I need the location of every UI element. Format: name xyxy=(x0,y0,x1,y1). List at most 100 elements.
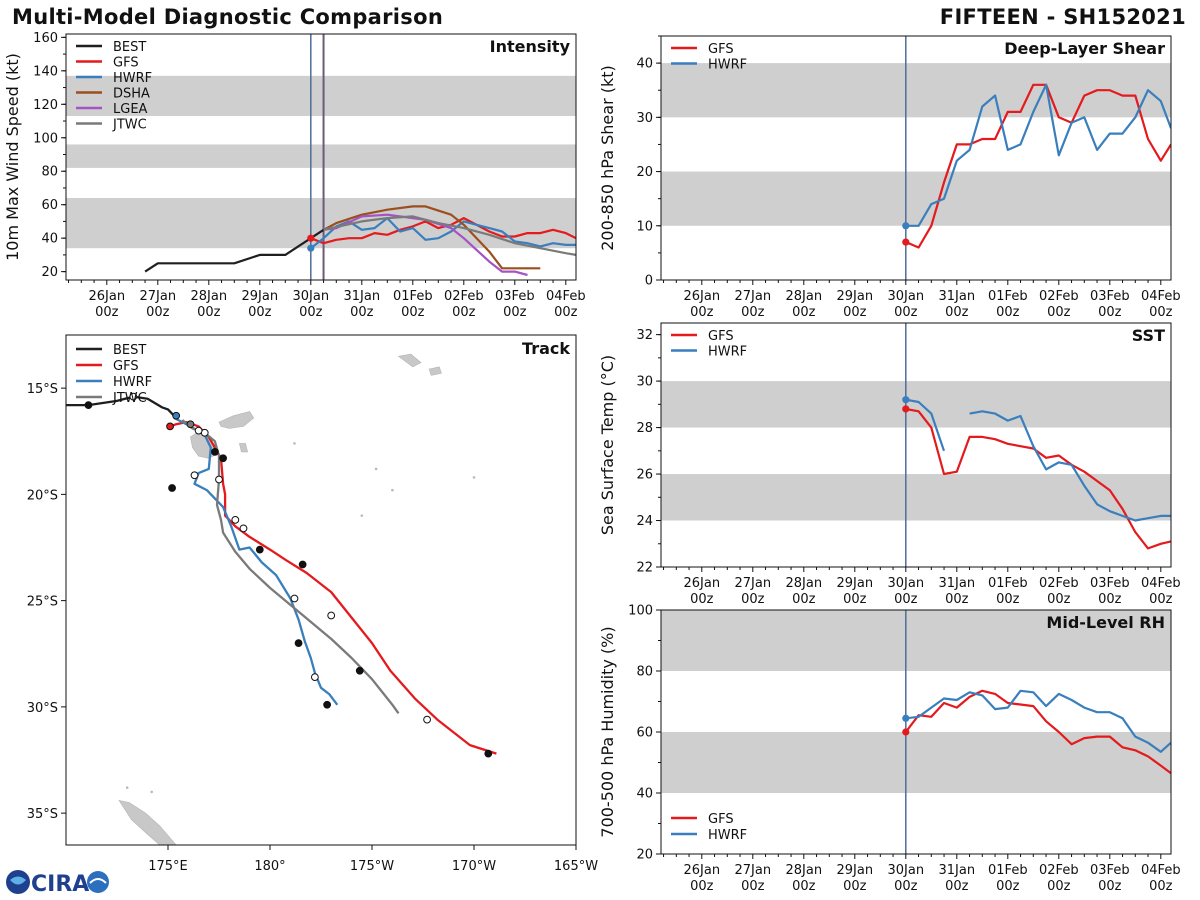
x-tick-label-date: 04Feb xyxy=(1141,576,1181,591)
track-point-hwrf xyxy=(323,700,332,709)
shaded-band-1 xyxy=(661,610,1171,671)
x-tick-label-hour: 00z xyxy=(146,305,170,320)
series-line-hwrf xyxy=(905,83,1171,227)
series-group xyxy=(905,83,1171,249)
y-tick-label: 24 xyxy=(636,514,653,529)
islet-5 xyxy=(150,790,153,794)
x-tick-label-hour: 00z xyxy=(843,305,867,320)
legend-label-gfs: GFS xyxy=(708,329,734,344)
x-tick-label-hour: 00z xyxy=(1149,592,1173,607)
x-tick-label-date: 30Jan xyxy=(888,576,925,591)
y-tick-label: 140 xyxy=(33,64,58,79)
init-point-hwrf xyxy=(902,396,910,404)
x-tick-label-date: 02Feb xyxy=(1039,576,1079,591)
panel-title: SST xyxy=(1132,326,1165,345)
y-tick-label: 80 xyxy=(636,665,653,680)
x-tick-label-date: 01Feb xyxy=(988,289,1028,304)
series-group xyxy=(905,398,1171,550)
legend-label-best: BEST xyxy=(113,40,146,55)
y-tick-label: 30 xyxy=(636,111,653,126)
x-tick-label-date: 29Jan xyxy=(242,289,279,304)
storm-id-title: FIFTEEN - SH152021 xyxy=(939,5,1186,29)
track-line-hwrf xyxy=(173,416,339,706)
lat-tick-label: 35°S xyxy=(27,807,58,822)
series-line-gfs xyxy=(904,689,1171,775)
x-tick-label-date: 30Jan xyxy=(888,289,925,304)
islet-2 xyxy=(472,476,476,479)
legend-label-hwrf: HWRF xyxy=(113,71,152,86)
y-tick-label: 40 xyxy=(636,787,653,802)
y-tick-label: 10 xyxy=(636,219,653,234)
lon-tick-label: 165°W xyxy=(554,859,598,874)
x-tick-label-hour: 00z xyxy=(248,305,272,320)
track-point-hwrf xyxy=(239,524,248,533)
shaded-band-1 xyxy=(66,144,576,168)
legend-label-jtwc: JTWC xyxy=(112,391,147,406)
y-tick-label: 26 xyxy=(636,468,653,483)
x-tick-label-hour: 00z xyxy=(197,305,221,320)
x-tick-label-hour: 00z xyxy=(792,305,816,320)
land-samoa xyxy=(397,353,422,368)
x-tick-label-date: 04Feb xyxy=(1141,289,1181,304)
x-tick-label-hour: 00z xyxy=(996,879,1020,894)
track-point-hwrf xyxy=(310,673,319,682)
land-samoa-2 xyxy=(428,366,442,376)
track-point-gfs xyxy=(423,715,431,724)
x-tick-label-date: 27Jan xyxy=(735,289,772,304)
plot-frame xyxy=(65,33,577,281)
islet-6 xyxy=(125,786,129,789)
x-tick-label-hour: 00z xyxy=(945,879,969,894)
x-tick-label-date: 02Feb xyxy=(444,289,484,304)
x-tick-label-date: 29Jan xyxy=(837,289,874,304)
track-point-hwrf xyxy=(290,594,299,603)
series-line-hwrf-1 xyxy=(969,410,1171,522)
x-tick-label-date: 26Jan xyxy=(684,289,721,304)
x-tick-label-hour: 00z xyxy=(1098,305,1122,320)
legend-label-lgea: LGEA xyxy=(113,102,148,117)
track-point-best xyxy=(129,392,138,401)
x-tick-label-hour: 00z xyxy=(945,305,969,320)
land-fiji-vanua-levu xyxy=(218,411,255,429)
rh-chart: 2040608010026Jan00z27Jan00z28Jan00z29Jan… xyxy=(598,604,1181,895)
x-tick-label-date: 28Jan xyxy=(191,289,228,304)
series-line-hwrf xyxy=(905,398,946,452)
x-tick-label-hour: 00z xyxy=(554,305,578,320)
x-tick-label-hour: 00z xyxy=(741,305,765,320)
intensity-chart: 2040608010012014016026Jan00z27Jan00z28Ja… xyxy=(3,31,586,320)
y-tick-label: 20 xyxy=(636,848,653,863)
lon-tick-label: 180° xyxy=(254,859,285,874)
track-point-gfs xyxy=(327,611,336,620)
lon-tick-label: 175°W xyxy=(350,859,394,874)
track-point-hwrf xyxy=(168,484,176,492)
x-tick-label-date: 31Jan xyxy=(939,289,976,304)
x-tick-label-date: 03Feb xyxy=(1090,863,1130,878)
track-point-gfs xyxy=(355,666,364,675)
y-tick-label: 60 xyxy=(636,726,653,741)
init-point-gfs xyxy=(902,238,910,246)
x-tick-label-hour: 00z xyxy=(741,879,765,894)
series-line-gfs xyxy=(905,83,1171,249)
x-tick-label-hour: 00z xyxy=(894,305,918,320)
cira-logo-swirl-icon xyxy=(10,876,26,885)
x-tick-label-hour: 00z xyxy=(299,305,323,320)
x-tick-label-date: 28Jan xyxy=(786,289,823,304)
init-point-hwrf xyxy=(902,714,910,722)
x-tick-label-hour: 00z xyxy=(1098,879,1122,894)
track-chart: 175°E 180° 175°W 170°W 165°W 15°S 20°S 25°S 30°S… xyxy=(27,334,598,874)
track-point-gfs xyxy=(484,749,493,758)
x-tick-label-date: 29Jan xyxy=(837,576,874,591)
init-point-gfs xyxy=(902,728,910,736)
y-tick-label: 160 xyxy=(33,31,58,46)
islet-4 xyxy=(391,488,394,492)
x-tick-label-date: 26Jan xyxy=(684,576,721,591)
x-tick-label-date: 02Feb xyxy=(1039,289,1079,304)
x-tick-label-date: 30Jan xyxy=(293,289,330,304)
x-tick-label-hour: 00z xyxy=(843,592,867,607)
lat-tick-label: 25°S xyxy=(27,595,58,610)
cira-logo: CIRA xyxy=(6,870,109,897)
cira-logo-text: CIRA xyxy=(31,872,89,897)
track-line-jtwc xyxy=(181,419,400,714)
legend-label-gfs: GFS xyxy=(708,42,734,57)
track-point-jtwc xyxy=(211,447,219,456)
x-tick-label-date: 03Feb xyxy=(1090,576,1130,591)
